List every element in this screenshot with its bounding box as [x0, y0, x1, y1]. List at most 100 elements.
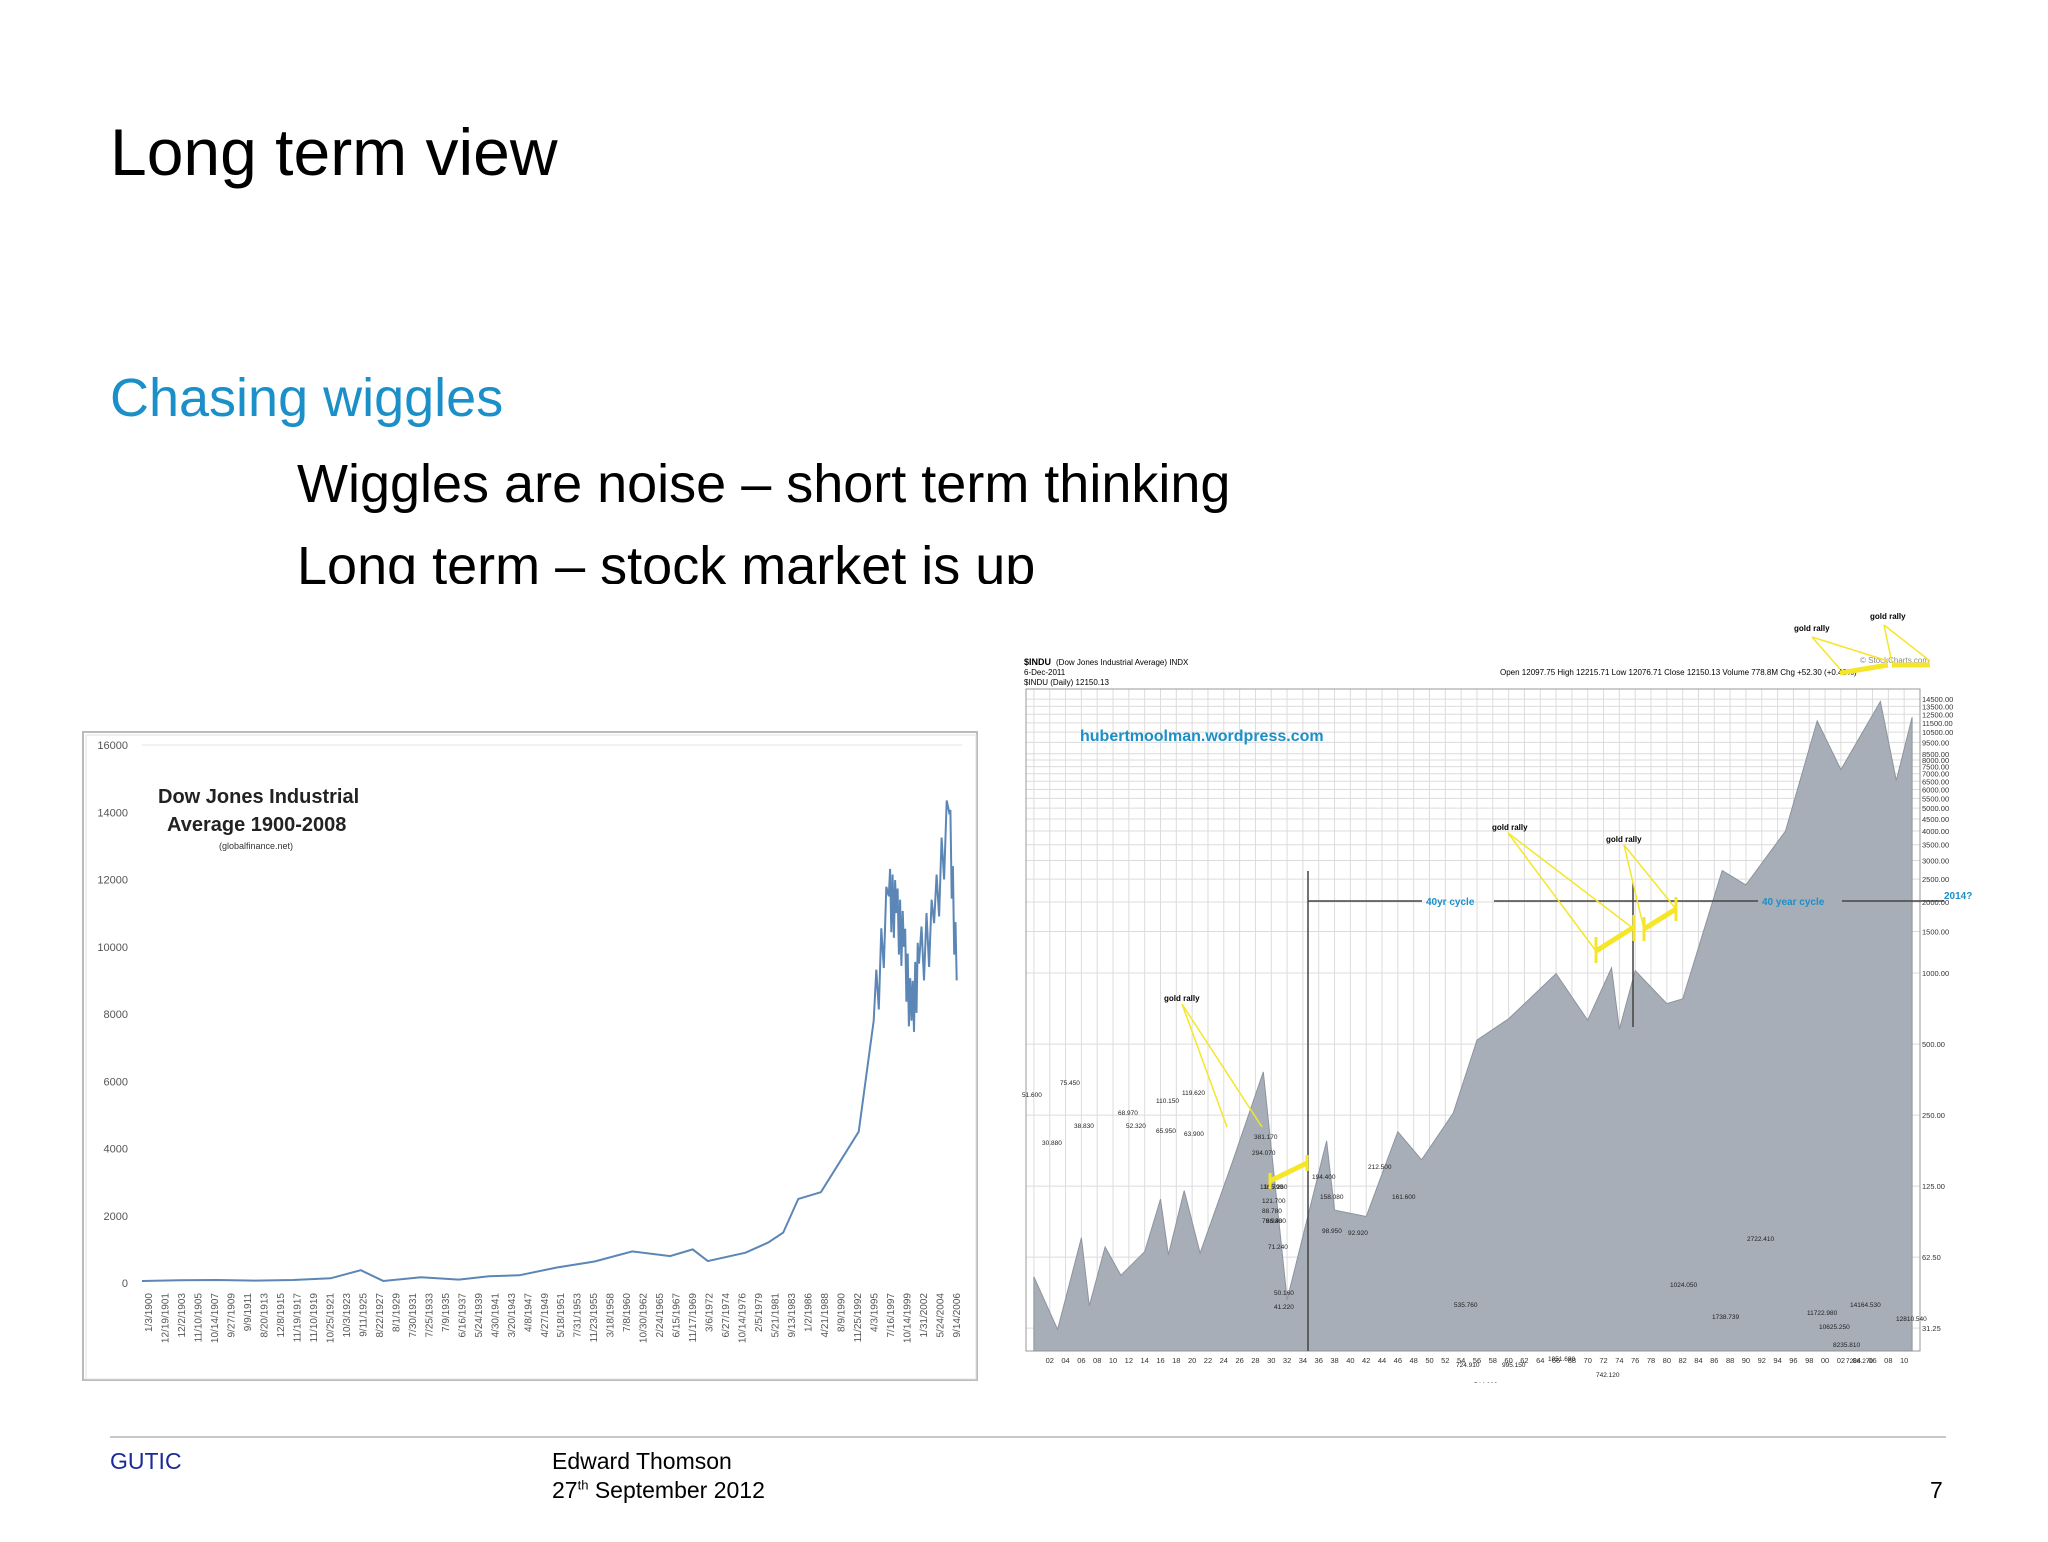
x-tick-label: 1/31/2002 — [919, 1293, 930, 1338]
data-label: 212.500 — [1368, 1164, 1392, 1171]
x-tick-label: 22 — [1204, 1356, 1212, 1365]
gold-rally-label: gold rally — [1606, 835, 1642, 844]
chart2-header-date: 6-Dec-2011 — [1024, 668, 1066, 677]
data-label: 744.320 — [1474, 1382, 1498, 1383]
x-tick-label: 7/30/1931 — [408, 1293, 419, 1338]
data-label: 86.480 — [1266, 1218, 1286, 1225]
x-tick-label: 9/11/1925 — [358, 1293, 369, 1337]
y-tick-label: 13500.00 — [1922, 702, 1953, 711]
y-tick-label: 14500.00 — [1922, 695, 1953, 704]
x-tick-label: 6/27/1974 — [721, 1293, 732, 1338]
x-tick-label: 8/20/1913 — [259, 1293, 270, 1338]
x-tick-label: 26 — [1235, 1356, 1243, 1365]
gold-rally-1970s: gold rally gold rally — [1492, 823, 1678, 963]
y-tick-label: 7000.00 — [1922, 770, 1949, 779]
data-label: 110.150 — [1156, 1098, 1179, 1105]
data-label: 995.150 — [1502, 1362, 1526, 1369]
x-tick-label: 68 — [1568, 1356, 1576, 1365]
x-tick-label: 88 — [1726, 1356, 1734, 1365]
x-tick-label: 66 — [1552, 1356, 1560, 1365]
gold-rally-label: gold rally — [1794, 624, 1830, 633]
y-tick-label: 6000 — [104, 1076, 128, 1088]
data-label: 63.900 — [1184, 1131, 1204, 1138]
data-label: 75.450 — [1060, 1080, 1080, 1087]
indu-log-chart: 14500.00 13500.00 12500.00 11500.00 10500.00… — [1022, 607, 1974, 1393]
x-tick-label: 5/21/1981 — [771, 1293, 782, 1338]
y-tick-label: 10000 — [97, 942, 128, 954]
x-tick-label: 42 — [1362, 1356, 1370, 1365]
data-label: 51.600 — [1022, 1092, 1042, 1099]
x-tick-label: 1/3/1900 — [144, 1293, 155, 1332]
y-tick-label: 16000 — [97, 740, 128, 752]
y-tick-label: 4000.00 — [1922, 827, 1949, 836]
x-tick-label: 58 — [1489, 1356, 1497, 1365]
y-tick-label: 31.25 — [1922, 1324, 1941, 1333]
y-tick-label: 1500.00 — [1922, 928, 1949, 937]
x-tick-label: 12/2/1903 — [177, 1293, 188, 1338]
data-label: 30.880 — [1042, 1140, 1062, 1147]
x-tick-label: 06 — [1868, 1356, 1876, 1365]
data-label: 11722.980 — [1807, 1310, 1838, 1317]
footer-date-day: 27 — [552, 1477, 578, 1503]
data-label: 65.950 — [1156, 1128, 1176, 1135]
x-tick-label: 92 — [1758, 1356, 1766, 1365]
data-label: 92.920 — [1348, 1230, 1368, 1237]
x-tick-label: 36 — [1315, 1356, 1323, 1365]
data-label: 7286.270 — [1846, 1358, 1873, 1365]
x-tick-label: 4/21/1988 — [820, 1293, 831, 1338]
x-tick-label: 14 — [1141, 1356, 1149, 1365]
data-label: 10625.250 — [1819, 1324, 1850, 1331]
x-tick-label: 38 — [1330, 1356, 1338, 1365]
series-area — [1033, 700, 1913, 1352]
x-tick-label: 32 — [1283, 1356, 1291, 1365]
chart2-header-title: $INDU — [1024, 657, 1051, 667]
x-tick-label: 7/9/1935 — [441, 1293, 452, 1332]
chart1-title-line2: Average 1900-2008 — [167, 814, 346, 836]
data-label: 116.790 — [1260, 1184, 1283, 1191]
x-tick-label: 06 — [1077, 1356, 1085, 1365]
data-label: 158.080 — [1320, 1194, 1344, 1201]
bullet-item: Long term – stock market is up — [297, 536, 1036, 584]
gold-rally-label: gold rally — [1492, 823, 1528, 832]
y-tick-label: 5000.00 — [1922, 804, 1949, 813]
y-tick-label: 8000 — [104, 1009, 128, 1021]
footer-date-rest: September 2012 — [594, 1477, 765, 1503]
x-tick-label: 7/8/1960 — [622, 1293, 633, 1332]
cycle-label-left: 40yr cycle — [1426, 897, 1475, 908]
chart2-header-desc: (Dow Jones Industrial Average) INDX — [1056, 658, 1189, 667]
y-tick-label: 10500.00 — [1922, 728, 1953, 737]
y-tick-label: 12500.00 — [1922, 710, 1953, 719]
x-tick-label: 10/30/1962 — [639, 1293, 650, 1343]
x-tick-label: 76 — [1631, 1356, 1639, 1365]
x-tick-label: 90 — [1742, 1356, 1750, 1365]
gold-rally-1930s: gold rally — [1164, 994, 1309, 1189]
x-tick-label: 10 — [1900, 1356, 1908, 1365]
x-tick-label: 10/25/1921 — [325, 1293, 336, 1343]
x-tick-label: 86 — [1710, 1356, 1718, 1365]
x-tick-label: 4/30/1941 — [490, 1293, 501, 1338]
x-tick-label: 3/20/1943 — [507, 1293, 518, 1338]
x-tick-label: 04 — [1061, 1356, 1069, 1365]
data-label: 742.120 — [1596, 1372, 1620, 1379]
gold-rally-label: gold rally — [1164, 994, 1200, 1003]
data-label: 155.260 — [1264, 1184, 1288, 1191]
x-tick-label: 72 — [1599, 1356, 1607, 1365]
x-tick-label: 10 — [1109, 1356, 1117, 1365]
y-tick-label: 2500.00 — [1922, 875, 1949, 884]
x-tick-label: 11/23/1955 — [589, 1293, 600, 1343]
x-tick-label: 10/3/1923 — [342, 1293, 353, 1338]
x-tick-label: 5/24/2004 — [936, 1293, 947, 1338]
y-tick-label: 3500.00 — [1922, 841, 1949, 850]
data-label: 52.320 — [1126, 1123, 1146, 1130]
data-label: 535.760 — [1454, 1302, 1478, 1309]
y-tick-label: 2000 — [104, 1211, 128, 1223]
data-label: 12810.540 — [1896, 1316, 1927, 1323]
data-label: 50.160 — [1274, 1290, 1294, 1297]
x-tick-label: 54 — [1457, 1356, 1465, 1365]
x-tick-label: 52 — [1441, 1356, 1449, 1365]
x-tick-label: 11/10/1919 — [309, 1293, 320, 1343]
x-tick-label: 94 — [1773, 1356, 1781, 1365]
x-tick-label: 1/2/1986 — [804, 1293, 815, 1332]
x-tick-label: 00 — [1821, 1356, 1829, 1365]
x-tick-label: 96 — [1789, 1356, 1797, 1365]
